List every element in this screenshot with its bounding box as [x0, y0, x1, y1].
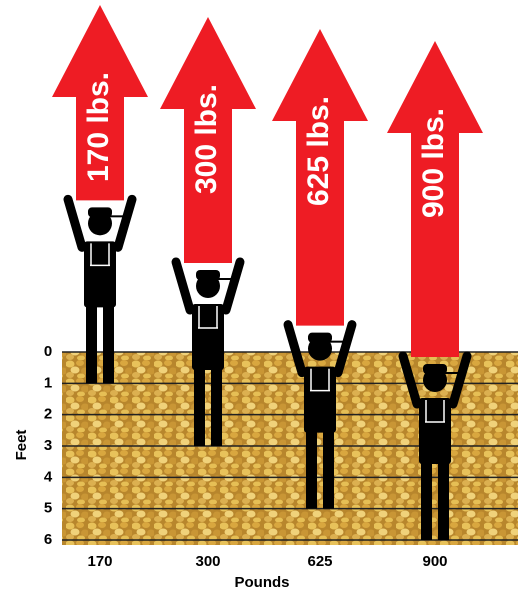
- arm: [333, 320, 357, 378]
- arm: [283, 320, 307, 378]
- arrow-label: 900 lbs.: [417, 108, 450, 218]
- arm: [113, 194, 137, 252]
- torso: [84, 241, 116, 308]
- x-tick-label: 625: [307, 553, 332, 570]
- x-tick-label: 900: [422, 553, 447, 570]
- arrow-label: 300 lbs.: [190, 84, 223, 194]
- cap: [196, 270, 220, 280]
- arm: [63, 194, 87, 252]
- leg: [421, 458, 432, 540]
- y-axis-label: Feet: [13, 430, 30, 461]
- cap: [308, 332, 332, 343]
- x-tick-label: 300: [195, 553, 220, 570]
- torso: [304, 366, 336, 433]
- leg: [103, 301, 114, 384]
- x-axis-label: Pounds: [235, 574, 290, 591]
- cap: [88, 207, 112, 218]
- arrow: [272, 29, 368, 326]
- leg: [211, 364, 222, 446]
- arm: [448, 351, 472, 409]
- y-tick-label: 1: [44, 374, 52, 391]
- torso: [192, 304, 224, 370]
- figure: [171, 257, 245, 446]
- figure: [63, 194, 137, 384]
- leg: [194, 364, 205, 446]
- arrow: [160, 17, 256, 263]
- cap: [423, 364, 447, 374]
- leg: [306, 426, 317, 509]
- arm: [398, 351, 422, 409]
- leg: [86, 301, 97, 384]
- arrow-label: 625 lbs.: [302, 96, 335, 206]
- x-tick-label: 170: [87, 553, 112, 570]
- y-tick-label: 5: [44, 500, 52, 517]
- y-tick-label: 3: [44, 437, 52, 454]
- arm: [221, 257, 245, 315]
- y-tick-label: 2: [44, 406, 52, 423]
- torso: [419, 398, 451, 464]
- arrow: [52, 5, 148, 201]
- arm: [171, 257, 195, 315]
- y-tick-label: 4: [44, 468, 53, 485]
- figure: [398, 351, 472, 540]
- arrow-label: 170 lbs.: [82, 72, 115, 182]
- y-tick-label: 0: [44, 343, 52, 360]
- arrow: [387, 41, 483, 357]
- leg: [438, 458, 449, 540]
- leg: [323, 426, 334, 509]
- figure: [283, 320, 357, 509]
- y-tick-label: 6: [44, 531, 52, 548]
